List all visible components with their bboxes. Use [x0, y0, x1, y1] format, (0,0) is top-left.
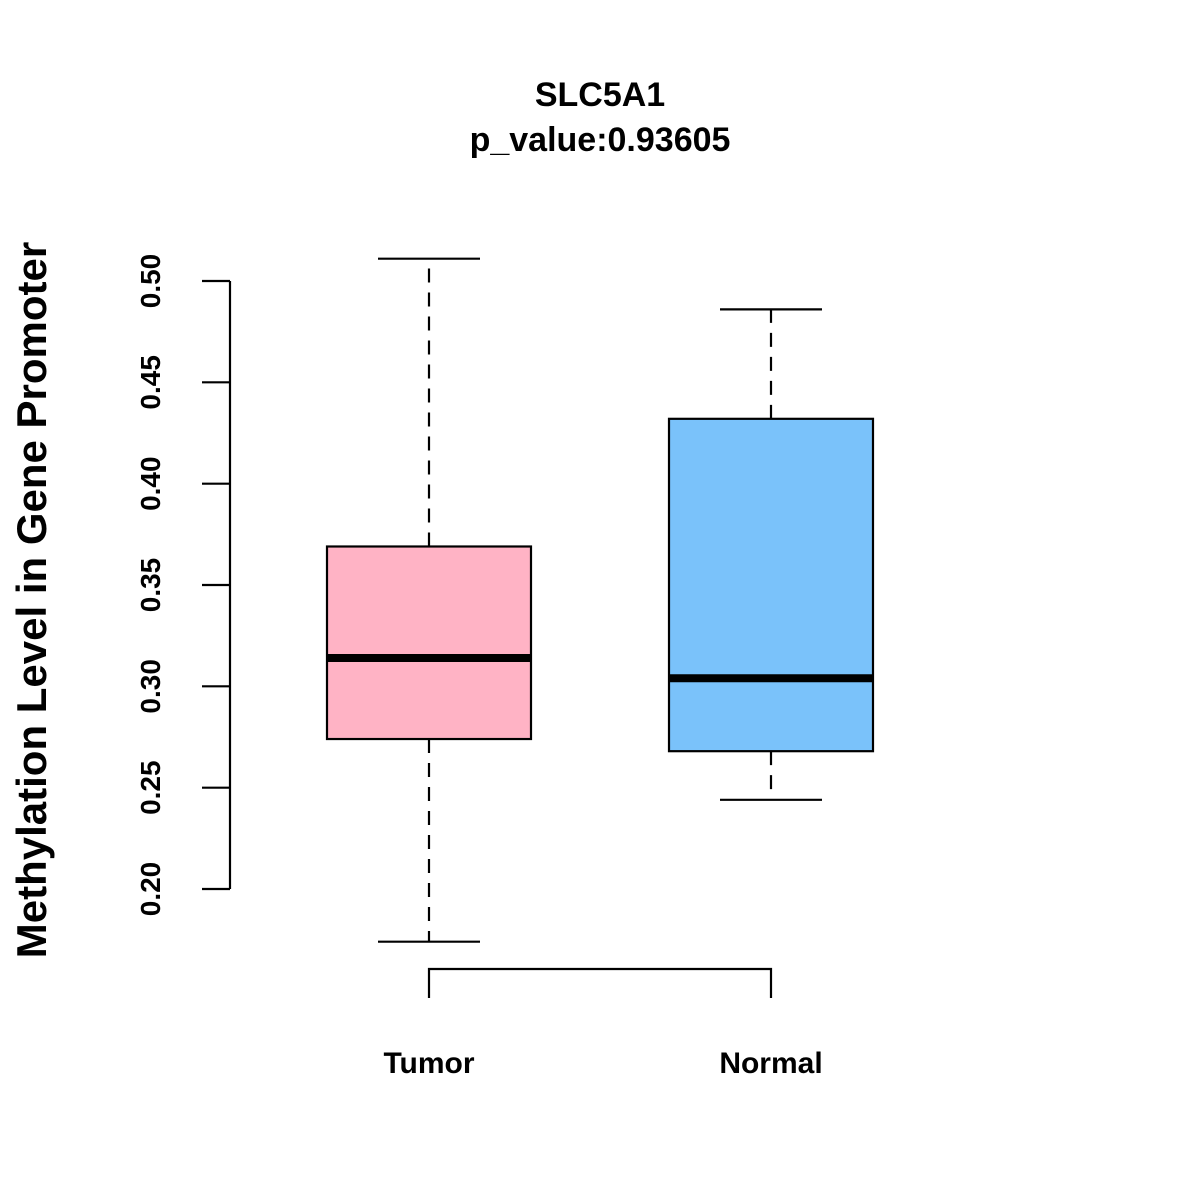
- chart-subtitle: p_value:0.93605: [470, 121, 731, 159]
- y-axis: 0.20 0.25 0.30 0.35 0.40 0.45 0.50: [135, 254, 232, 917]
- box-normal: [667, 308, 875, 801]
- chart-title: SLC5A1: [535, 76, 665, 114]
- bracket-line: [427, 967, 773, 998]
- y-axis-label: Methylation Level in Gene Promoter: [8, 242, 55, 958]
- y-tick-label: 0.50: [135, 254, 166, 309]
- x-category-label-tumor: Tumor: [383, 1047, 474, 1080]
- y-tick-label: 0.30: [135, 659, 166, 714]
- box-body: [667, 417, 875, 753]
- y-tick-label: 0.35: [135, 558, 166, 613]
- boxes-layer: [325, 257, 875, 943]
- box-tumor: [325, 257, 533, 943]
- x-axis-labels: Tumor Normal: [383, 1047, 822, 1080]
- box-body: [325, 545, 533, 741]
- x-category-label-normal: Normal: [719, 1047, 822, 1080]
- y-tick-label: 0.20: [135, 862, 166, 917]
- y-tick-label: 0.25: [135, 760, 166, 815]
- y-tick-label: 0.40: [135, 456, 166, 511]
- y-tick-label: 0.45: [135, 355, 166, 410]
- group-bracket: [427, 967, 773, 998]
